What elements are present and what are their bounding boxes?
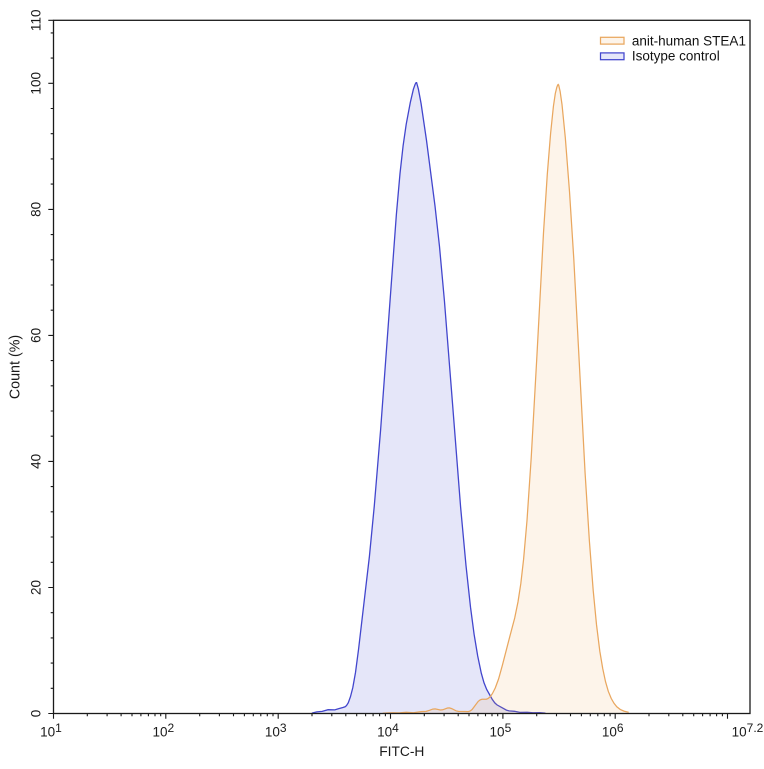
svg-text:FITC-H: FITC-H [379, 744, 424, 759]
svg-text:103: 103 [265, 721, 287, 740]
svg-text:101: 101 [40, 721, 62, 740]
svg-text:20: 20 [29, 580, 44, 595]
svg-text:100: 100 [29, 72, 44, 95]
svg-text:60: 60 [29, 328, 44, 343]
svg-text:40: 40 [29, 454, 44, 469]
svg-text:Isotype control: Isotype control [632, 49, 720, 64]
svg-text:102: 102 [152, 721, 174, 740]
svg-text:110: 110 [29, 10, 44, 32]
svg-text:anit-human STEA1: anit-human STEA1 [632, 33, 746, 48]
svg-text:80: 80 [29, 202, 44, 217]
svg-text:0: 0 [29, 710, 44, 718]
svg-text:Count (%): Count (%) [8, 335, 24, 399]
svg-text:107.2: 107.2 [732, 721, 764, 740]
svg-text:105: 105 [490, 721, 512, 740]
svg-text:104: 104 [377, 721, 399, 740]
svg-text:106: 106 [602, 721, 624, 740]
